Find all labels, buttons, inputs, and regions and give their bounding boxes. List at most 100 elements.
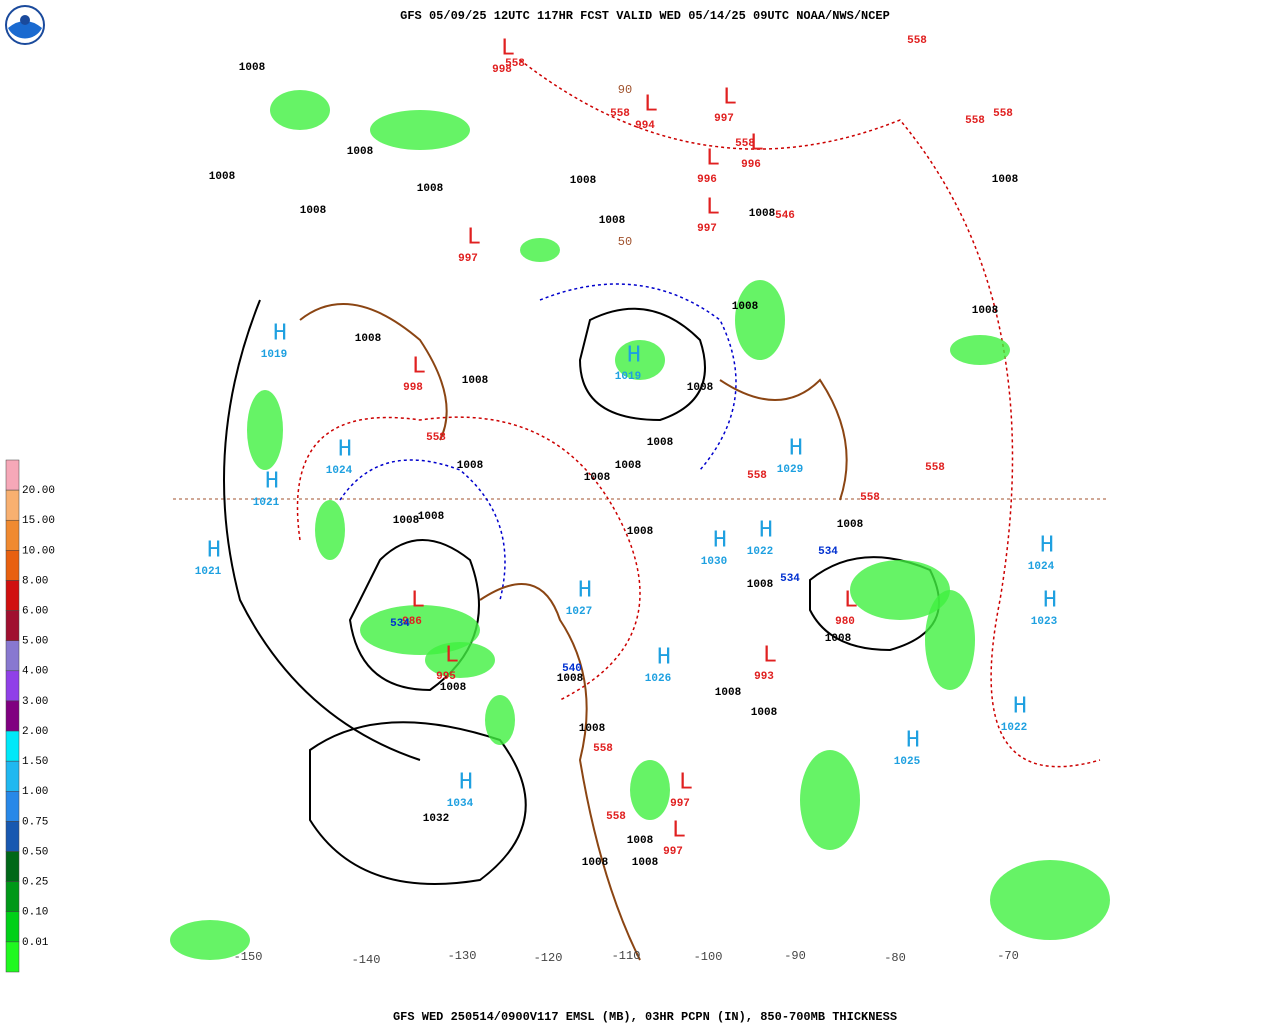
precip-area xyxy=(360,605,480,655)
legend-swatch xyxy=(5,881,20,913)
thickness-label: 534 xyxy=(780,573,800,585)
longitude-label: -110 xyxy=(612,949,641,963)
longitude-label: -80 xyxy=(884,951,906,965)
isobar-label: 1008 xyxy=(627,526,654,538)
isobar-label: 1008 xyxy=(579,723,606,735)
precip-area xyxy=(950,335,1010,365)
legend-label: 4.00 xyxy=(22,666,48,678)
pressure-center-value: 1030 xyxy=(701,556,727,568)
legend-label: 8.00 xyxy=(22,575,48,587)
pressure-center-value: 1029 xyxy=(777,464,803,476)
pressure-center-symbol: L xyxy=(844,587,858,614)
legend-swatch xyxy=(5,489,20,521)
pressure-center-value: 1019 xyxy=(615,371,641,383)
isobar-label: 1008 xyxy=(347,146,374,158)
pressure-center-symbol: L xyxy=(706,145,720,172)
longitude-label: -150 xyxy=(234,950,263,964)
precip-area xyxy=(247,390,283,470)
isobar-label: 1032 xyxy=(423,813,449,825)
isobar-label: 1008 xyxy=(599,215,626,227)
pressure-center-value: 1023 xyxy=(1031,616,1058,628)
legend-label: 10.00 xyxy=(22,545,55,557)
pressure-center-symbol: H xyxy=(906,727,920,754)
pressure-center-value: 1019 xyxy=(261,349,287,361)
isobar-label: 1008 xyxy=(972,305,999,317)
thickness-label: 534 xyxy=(390,618,410,630)
pressure-center-symbol: L xyxy=(763,642,777,669)
pressure-center-symbol: H xyxy=(657,644,671,671)
isobar-label: 1008 xyxy=(687,382,714,394)
pressure-center-value: 1021 xyxy=(253,497,280,509)
isobar-label: 1008 xyxy=(209,171,236,183)
legend-swatch xyxy=(5,700,20,732)
pressure-center-value: 1024 xyxy=(326,465,353,477)
legend-label: 0.50 xyxy=(22,846,48,858)
pressure-center-value: 994 xyxy=(635,120,655,132)
pressure-center-symbol: H xyxy=(338,436,352,463)
precip-area xyxy=(370,110,470,150)
latitude-label: 50 xyxy=(618,235,632,249)
pressure-center-value: 997 xyxy=(697,223,717,235)
isobar-label: 1008 xyxy=(239,62,266,74)
pressure-center-symbol: H xyxy=(789,435,803,462)
thickness-label: 534 xyxy=(818,546,838,558)
footer-caption: GFS WED 250514/0900V117 EMSL (MB), 03HR … xyxy=(393,1010,897,1024)
legend-swatch xyxy=(5,941,20,973)
isobar-label: 1008 xyxy=(751,707,778,719)
isobar-label: 1008 xyxy=(992,174,1019,186)
pressure-center-symbol: H xyxy=(273,320,287,347)
pressure-center-symbol: L xyxy=(467,224,481,251)
pressure-center-value: 980 xyxy=(835,616,855,628)
pressure-center-symbol: L xyxy=(706,194,720,221)
isobar-label: 1008 xyxy=(647,437,674,449)
pressure-center-symbol: H xyxy=(713,527,727,554)
legend-label: 1.50 xyxy=(22,756,48,768)
header-title: GFS 05/09/25 12UTC 117HR FCST VALID WED … xyxy=(400,9,890,23)
pressure-center-value: 998 xyxy=(492,64,512,76)
pressure-center-value: 997 xyxy=(670,798,690,810)
pressure-center-value: 1025 xyxy=(894,756,921,768)
legend-swatch xyxy=(5,550,20,581)
precip-area xyxy=(800,750,860,850)
legend-swatch xyxy=(5,760,20,792)
legend-swatch xyxy=(5,821,20,852)
latitude-label: 90 xyxy=(618,83,632,97)
isobar-label: 1008 xyxy=(837,519,864,531)
thickness-label: 540 xyxy=(562,663,582,675)
isobar-label: 1008 xyxy=(355,333,382,345)
legend-swatch xyxy=(5,851,20,882)
isobar-label: 1008 xyxy=(462,375,489,387)
longitude-label: -100 xyxy=(694,950,723,964)
pressure-center-value: 1022 xyxy=(747,546,773,558)
pressure-center-symbol: H xyxy=(265,468,279,495)
isobar-label: 1008 xyxy=(300,205,327,217)
thickness-label: 546 xyxy=(775,210,795,222)
precipitation xyxy=(170,90,1110,960)
thickness-label: 558 xyxy=(735,138,755,150)
precip-area xyxy=(925,590,975,690)
pressure-center-symbol: L xyxy=(644,91,658,118)
pressure-center-symbol: H xyxy=(1013,693,1027,720)
isobar-label: 1008 xyxy=(557,673,584,685)
precip-area xyxy=(735,280,785,360)
legend-label: 5.00 xyxy=(22,636,48,648)
isobar-label: 1008 xyxy=(749,208,776,220)
thickness-label: 558 xyxy=(606,811,626,823)
isobar-label: 1008 xyxy=(393,515,420,527)
pressure-center-symbol: H xyxy=(578,577,592,604)
thickness-label: 558 xyxy=(993,108,1013,120)
isobar-label: 1008 xyxy=(582,857,609,869)
pressure-center-value: 996 xyxy=(741,159,761,171)
pressure-center-value: 1022 xyxy=(1001,722,1027,734)
thickness-label: 558 xyxy=(860,492,880,504)
pressure-center-symbol: L xyxy=(411,587,425,614)
pressure-center-value: 986 xyxy=(402,616,422,628)
legend-label: 0.10 xyxy=(22,907,48,919)
legend-swatch xyxy=(5,791,20,822)
isobar-label: 1008 xyxy=(457,460,484,472)
isobar-label: 1008 xyxy=(584,472,611,484)
isobar-label: 1008 xyxy=(715,687,742,699)
thickness-label: 558 xyxy=(907,35,927,47)
precip-area xyxy=(520,238,560,262)
isobar-label: 1008 xyxy=(418,511,445,523)
